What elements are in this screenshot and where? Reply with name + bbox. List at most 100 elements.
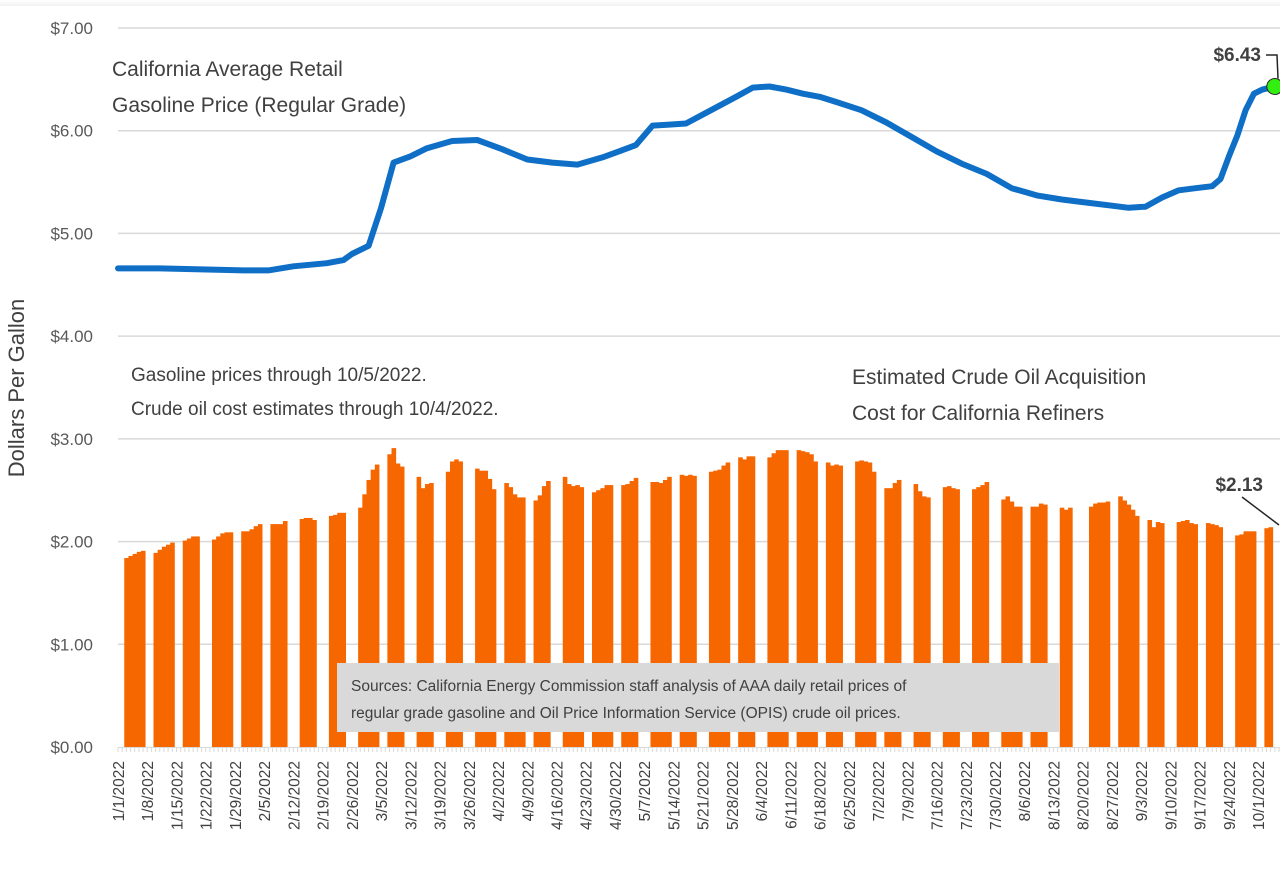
crude-bar [416, 476, 422, 747]
x-tick-label: 5/7/2022 [637, 761, 654, 821]
crude-bar [1063, 509, 1069, 747]
x-tick-label: 10/1/2022 [1251, 761, 1268, 830]
source-box [337, 663, 1059, 732]
crude-bar [1185, 520, 1190, 747]
crude-bar [140, 550, 146, 747]
x-tick-label: 4/23/2022 [579, 761, 596, 830]
crude-bar [926, 497, 931, 747]
crude-bar [1151, 527, 1157, 747]
crude-bar [458, 461, 463, 747]
crude-bar [1176, 522, 1182, 747]
crude-bar [708, 471, 714, 747]
crude-bar [153, 552, 159, 747]
bar-week-group [1030, 503, 1048, 747]
crude-bar [1159, 523, 1165, 747]
crude-bar [220, 533, 225, 747]
crude-bar [546, 480, 551, 747]
crude-bar [767, 457, 772, 747]
bar-week-group [796, 450, 818, 747]
crude-bar [1068, 507, 1073, 747]
crude-bar [1251, 531, 1257, 747]
crude-bar [508, 487, 514, 747]
crude-bar [424, 484, 430, 747]
x-tick-label: 8/13/2022 [1047, 761, 1064, 830]
crude-oil-bars [124, 448, 1274, 747]
crude-bar [1268, 527, 1274, 747]
crude-bar [1005, 496, 1011, 747]
x-tick-label: 7/16/2022 [930, 761, 947, 830]
bar-week-group [825, 462, 843, 747]
bar-week-group [153, 542, 175, 747]
crude-bar [1097, 502, 1102, 747]
crude-bar [984, 482, 990, 747]
x-tick-label: 7/30/2022 [988, 761, 1005, 830]
crude-bar [182, 540, 188, 747]
crude-bar [980, 485, 985, 747]
crude-bar [834, 464, 839, 747]
crude-bar [738, 457, 743, 747]
bar-week-group [913, 484, 931, 747]
crude-bar [241, 531, 246, 747]
x-tick-label: 2/5/2022 [257, 761, 274, 821]
x-tick-label: 6/25/2022 [842, 761, 859, 830]
crude-bar [917, 491, 923, 747]
crude-bar [571, 486, 576, 747]
crude-bar [128, 555, 134, 747]
crude-bar [374, 464, 380, 747]
crude-end-callout: $2.13 [1215, 475, 1280, 526]
x-tick-label: 8/20/2022 [1076, 761, 1093, 830]
crude-bar [211, 539, 217, 747]
bar-week-group [679, 474, 697, 747]
crude-bar [976, 487, 981, 747]
x-tick-label: 5/21/2022 [696, 761, 713, 830]
crude-bar [328, 515, 334, 747]
crude-bar [516, 497, 522, 747]
crude-bar [921, 496, 927, 747]
crude-bar [867, 462, 873, 747]
crude-bar [775, 450, 781, 747]
crude-bar [1001, 499, 1006, 747]
x-tick-label: 4/30/2022 [608, 761, 625, 830]
crude-bar [1243, 531, 1249, 747]
x-tick-label: 3/26/2022 [462, 761, 479, 830]
crude-bar [337, 512, 342, 747]
crude-bar [596, 490, 601, 747]
gasoline-end-leader-line [1266, 54, 1279, 79]
crude-bar [186, 538, 192, 747]
crude-bar [600, 488, 605, 747]
bar-week-group [270, 521, 288, 747]
x-tick-label: 5/14/2022 [666, 761, 683, 830]
crude-bar [299, 518, 305, 747]
crude-bar [667, 476, 672, 747]
crude-bar [566, 484, 572, 747]
crude-bar [1030, 506, 1036, 747]
y-tick-label: $7.00 [50, 19, 93, 38]
crude-bar [303, 517, 309, 747]
bar-week-group [650, 476, 672, 747]
bar-week-group [328, 512, 347, 747]
gridlines [118, 27, 1280, 646]
crude-bar [170, 542, 175, 747]
crude-bar [717, 469, 722, 747]
crude-bar [625, 484, 630, 747]
x-axis-tick-labels: 1/1/2022 1/8/2022 1/15/2022 1/22/2022 1/29/2… [111, 761, 1268, 830]
bar-week-group [387, 448, 405, 747]
source-text-line2: regular grade gasoline and Oil Price Inf… [351, 705, 901, 722]
crude-bar [420, 488, 426, 747]
bar-week-group [621, 477, 639, 747]
x-tick-label: 7/9/2022 [900, 761, 917, 821]
crude-bar [224, 532, 230, 747]
x-tick-label: 1/29/2022 [228, 761, 245, 830]
crude-bar [679, 474, 685, 747]
bar-week-group [972, 482, 990, 747]
x-tick-label: 1/8/2022 [140, 761, 157, 821]
crude-bar [579, 487, 585, 747]
crude-bar [750, 456, 756, 747]
crude-bar [1189, 523, 1194, 747]
x-tick-label: 7/23/2022 [959, 761, 976, 830]
bar-week-group [124, 550, 146, 747]
crude-bar [784, 450, 789, 747]
x-tick-label: 2/12/2022 [286, 761, 303, 830]
crude-bar [951, 488, 956, 747]
